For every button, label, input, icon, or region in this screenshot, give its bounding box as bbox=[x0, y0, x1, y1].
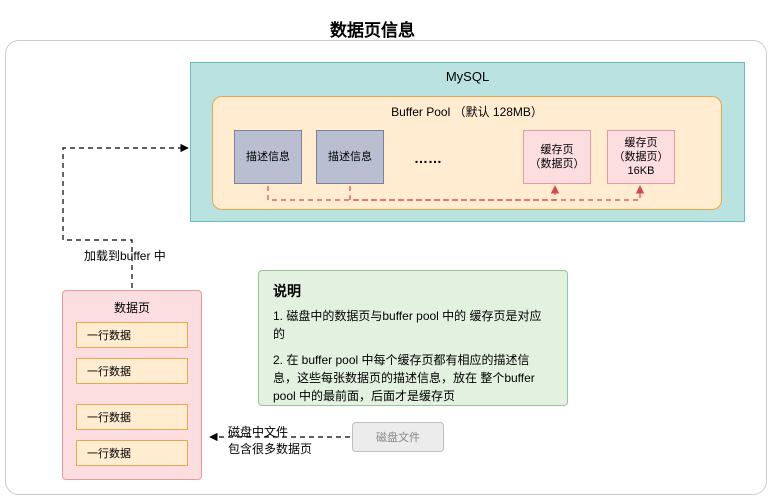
explain-p1: 1. 磁盘中的数据页与buffer pool 中的 缓存页是对应的 bbox=[273, 307, 553, 343]
data-row-2: 一行数据 bbox=[76, 358, 188, 384]
ellipsis: …… bbox=[414, 150, 442, 166]
disk-file-box: 磁盘文件 bbox=[352, 422, 444, 452]
diagram-canvas: 数据页信息 MySQL Buffer Pool （默认 128MB） 描述信息 … bbox=[0, 0, 773, 500]
desc-box-1: 描述信息 bbox=[234, 130, 302, 184]
cache-box-1: 缓存页 （数据页） bbox=[523, 130, 591, 184]
data-page-title: 数据页 bbox=[63, 299, 201, 316]
data-row-3: 一行数据 bbox=[76, 404, 188, 430]
mysql-label: MySQL bbox=[191, 69, 744, 84]
buffer-pool-label: Buffer Pool （默认 128MB） bbox=[213, 103, 721, 120]
page-title: 数据页信息 bbox=[330, 16, 415, 41]
load-label: 加载到buffer 中 bbox=[84, 248, 166, 265]
cache-box-2: 缓存页 （数据页） 16KB bbox=[607, 130, 675, 184]
disk-label: 磁盘中文件 包含很多数据页 bbox=[228, 424, 312, 458]
desc-box-2: 描述信息 bbox=[316, 130, 384, 184]
explain-p2: 2. 在 buffer pool 中每个缓存页都有相应的描述信息，这些每张数据页… bbox=[273, 351, 553, 405]
explain-box: 说明 1. 磁盘中的数据页与buffer pool 中的 缓存页是对应的 2. … bbox=[258, 270, 568, 406]
data-row-1: 一行数据 bbox=[76, 322, 188, 348]
explain-title: 说明 bbox=[273, 281, 553, 301]
data-row-4: 一行数据 bbox=[76, 440, 188, 466]
